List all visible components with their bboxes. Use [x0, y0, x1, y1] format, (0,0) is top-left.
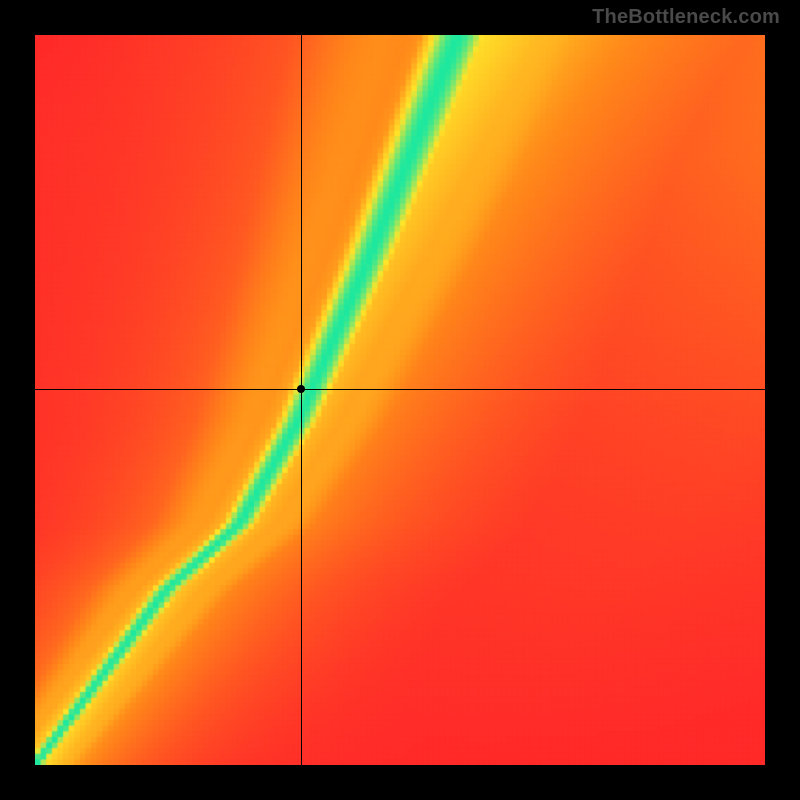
- heatmap-canvas: [35, 35, 765, 765]
- plot-area: [35, 35, 765, 765]
- chart-container: TheBottleneck.com: [0, 0, 800, 800]
- crosshair-horizontal: [35, 389, 765, 390]
- marker-dot: [297, 385, 305, 393]
- crosshair-vertical: [301, 35, 302, 765]
- watermark-text: TheBottleneck.com: [592, 6, 780, 29]
